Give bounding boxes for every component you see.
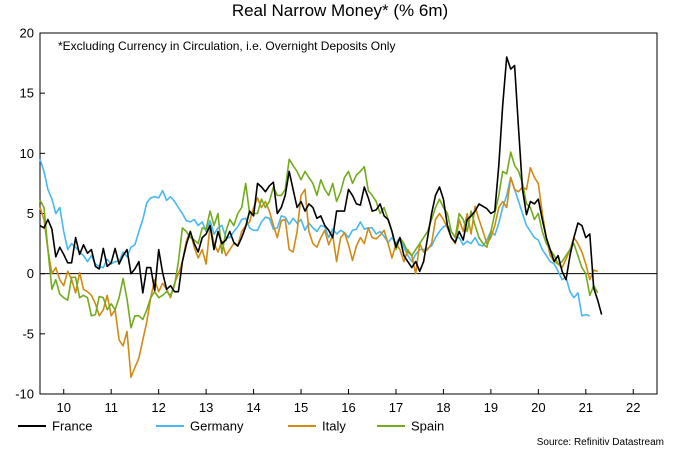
x-tick-label: 22 bbox=[626, 400, 640, 415]
x-tick-label: 11 bbox=[104, 400, 118, 415]
source-note: Source: Refinitiv Datastream bbox=[537, 437, 664, 448]
legend-label-italy: Italy bbox=[322, 419, 346, 434]
x-axis: 10 11 12 13 14 15 16 17 18 19 20 21 22 bbox=[56, 389, 641, 415]
plot-area bbox=[39, 32, 658, 395]
x-tick-label: 17 bbox=[389, 400, 403, 415]
chart-title: Real Narrow Money* (% 6m) bbox=[232, 1, 448, 20]
x-tick-label: 10 bbox=[56, 400, 70, 415]
series-line-france bbox=[39, 56, 603, 315]
x-tick-label: 18 bbox=[436, 400, 450, 415]
y-tick-label: 0 bbox=[27, 266, 34, 281]
y-axis: -10 -5 0 5 10 15 20 bbox=[15, 26, 45, 402]
y-tick-label: 5 bbox=[27, 206, 34, 221]
legend-label-france: France bbox=[52, 419, 92, 434]
x-tick-label: 16 bbox=[341, 400, 355, 415]
y-tick-label: 20 bbox=[20, 26, 34, 41]
chart-note: *Excluding Currency in Circulation, i.e.… bbox=[58, 39, 395, 53]
legend-label-spain: Spain bbox=[411, 419, 444, 434]
x-tick-label: 13 bbox=[199, 400, 213, 415]
x-tick-label: 20 bbox=[531, 400, 545, 415]
x-tick-label: 15 bbox=[294, 400, 308, 415]
x-tick-label: 14 bbox=[246, 400, 260, 415]
legend-label-germany: Germany bbox=[190, 419, 244, 434]
y-tick-label: -10 bbox=[15, 387, 34, 402]
y-tick-label: 10 bbox=[20, 146, 34, 161]
x-tick-label: 21 bbox=[579, 400, 593, 415]
series-line-germany bbox=[39, 159, 591, 317]
series-line-spain bbox=[39, 151, 599, 329]
x-tick-label: 12 bbox=[151, 400, 165, 415]
x-tick-label: 19 bbox=[484, 400, 498, 415]
y-tick-label: 15 bbox=[20, 86, 34, 101]
y-tick-label: -5 bbox=[22, 326, 34, 341]
series-line-italy bbox=[39, 167, 598, 379]
series-lines bbox=[39, 56, 603, 379]
legend: France Germany Italy Spain bbox=[18, 419, 444, 434]
